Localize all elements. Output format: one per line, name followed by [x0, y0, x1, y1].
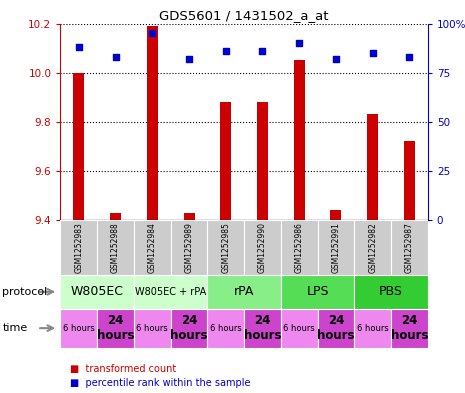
Bar	[281, 220, 318, 275]
Bar	[281, 309, 318, 348]
Text: 24
hours: 24 hours	[170, 314, 208, 342]
Bar	[244, 309, 281, 348]
Point	[259, 48, 266, 54]
Text: 24
hours: 24 hours	[317, 314, 355, 342]
Text: 6 hours: 6 hours	[63, 324, 95, 332]
Text: GSM1252987: GSM1252987	[405, 222, 414, 273]
Bar	[354, 309, 391, 348]
Text: GSM1252986: GSM1252986	[295, 222, 304, 273]
Bar	[171, 309, 207, 348]
Text: GSM1252988: GSM1252988	[111, 222, 120, 273]
Point	[185, 56, 193, 62]
Text: 6 hours: 6 hours	[210, 324, 242, 332]
Bar	[73, 73, 84, 220]
Point	[405, 54, 413, 60]
Point	[112, 54, 119, 60]
Point	[222, 48, 230, 54]
Text: GSM1252990: GSM1252990	[258, 222, 267, 273]
Bar	[207, 275, 281, 309]
Bar	[60, 275, 134, 309]
Point	[148, 30, 156, 37]
Point	[75, 44, 83, 50]
Title: GDS5601 / 1431502_a_at: GDS5601 / 1431502_a_at	[159, 9, 329, 22]
Bar	[207, 220, 244, 275]
Bar	[391, 220, 428, 275]
Bar	[60, 220, 97, 275]
Bar	[281, 275, 354, 309]
Bar	[147, 26, 158, 220]
Text: GSM1252985: GSM1252985	[221, 222, 230, 273]
Text: LPS: LPS	[306, 285, 329, 298]
Text: GSM1252983: GSM1252983	[74, 222, 83, 273]
Text: ■  transformed count: ■ transformed count	[70, 364, 176, 375]
Bar	[354, 220, 391, 275]
Point	[296, 40, 303, 46]
Bar	[367, 114, 378, 220]
Text: PBS: PBS	[379, 285, 403, 298]
Bar	[220, 102, 231, 220]
Text: GSM1252982: GSM1252982	[368, 222, 377, 273]
Bar	[134, 220, 171, 275]
Text: 6 hours: 6 hours	[136, 324, 168, 332]
Bar	[171, 220, 207, 275]
Point	[332, 56, 339, 62]
Text: W805EC: W805EC	[71, 285, 124, 298]
Bar	[184, 213, 194, 220]
Bar	[318, 220, 354, 275]
Bar	[294, 61, 305, 220]
Bar	[331, 210, 341, 220]
Text: 24
hours: 24 hours	[391, 314, 428, 342]
Text: W805EC + rPA: W805EC + rPA	[135, 287, 206, 297]
Bar	[318, 309, 354, 348]
Text: time: time	[2, 323, 27, 333]
Bar	[244, 220, 281, 275]
Bar	[97, 220, 134, 275]
Text: GSM1252991: GSM1252991	[332, 222, 340, 273]
Text: 24
hours: 24 hours	[244, 314, 281, 342]
Text: 6 hours: 6 hours	[283, 324, 315, 332]
Bar	[134, 309, 171, 348]
Text: protocol: protocol	[2, 287, 47, 297]
Bar	[134, 275, 207, 309]
Bar	[207, 309, 244, 348]
Text: GSM1252989: GSM1252989	[185, 222, 193, 273]
Text: ■  percentile rank within the sample: ■ percentile rank within the sample	[70, 378, 250, 388]
Bar	[60, 309, 97, 348]
Bar	[110, 213, 121, 220]
Text: 6 hours: 6 hours	[357, 324, 389, 332]
Bar	[391, 309, 428, 348]
Text: rPA: rPA	[234, 285, 254, 298]
Bar	[354, 275, 428, 309]
Point	[369, 50, 377, 56]
Text: 24
hours: 24 hours	[97, 314, 134, 342]
Bar	[257, 102, 268, 220]
Text: GSM1252984: GSM1252984	[148, 222, 157, 273]
Bar	[404, 141, 415, 220]
Bar	[97, 309, 134, 348]
